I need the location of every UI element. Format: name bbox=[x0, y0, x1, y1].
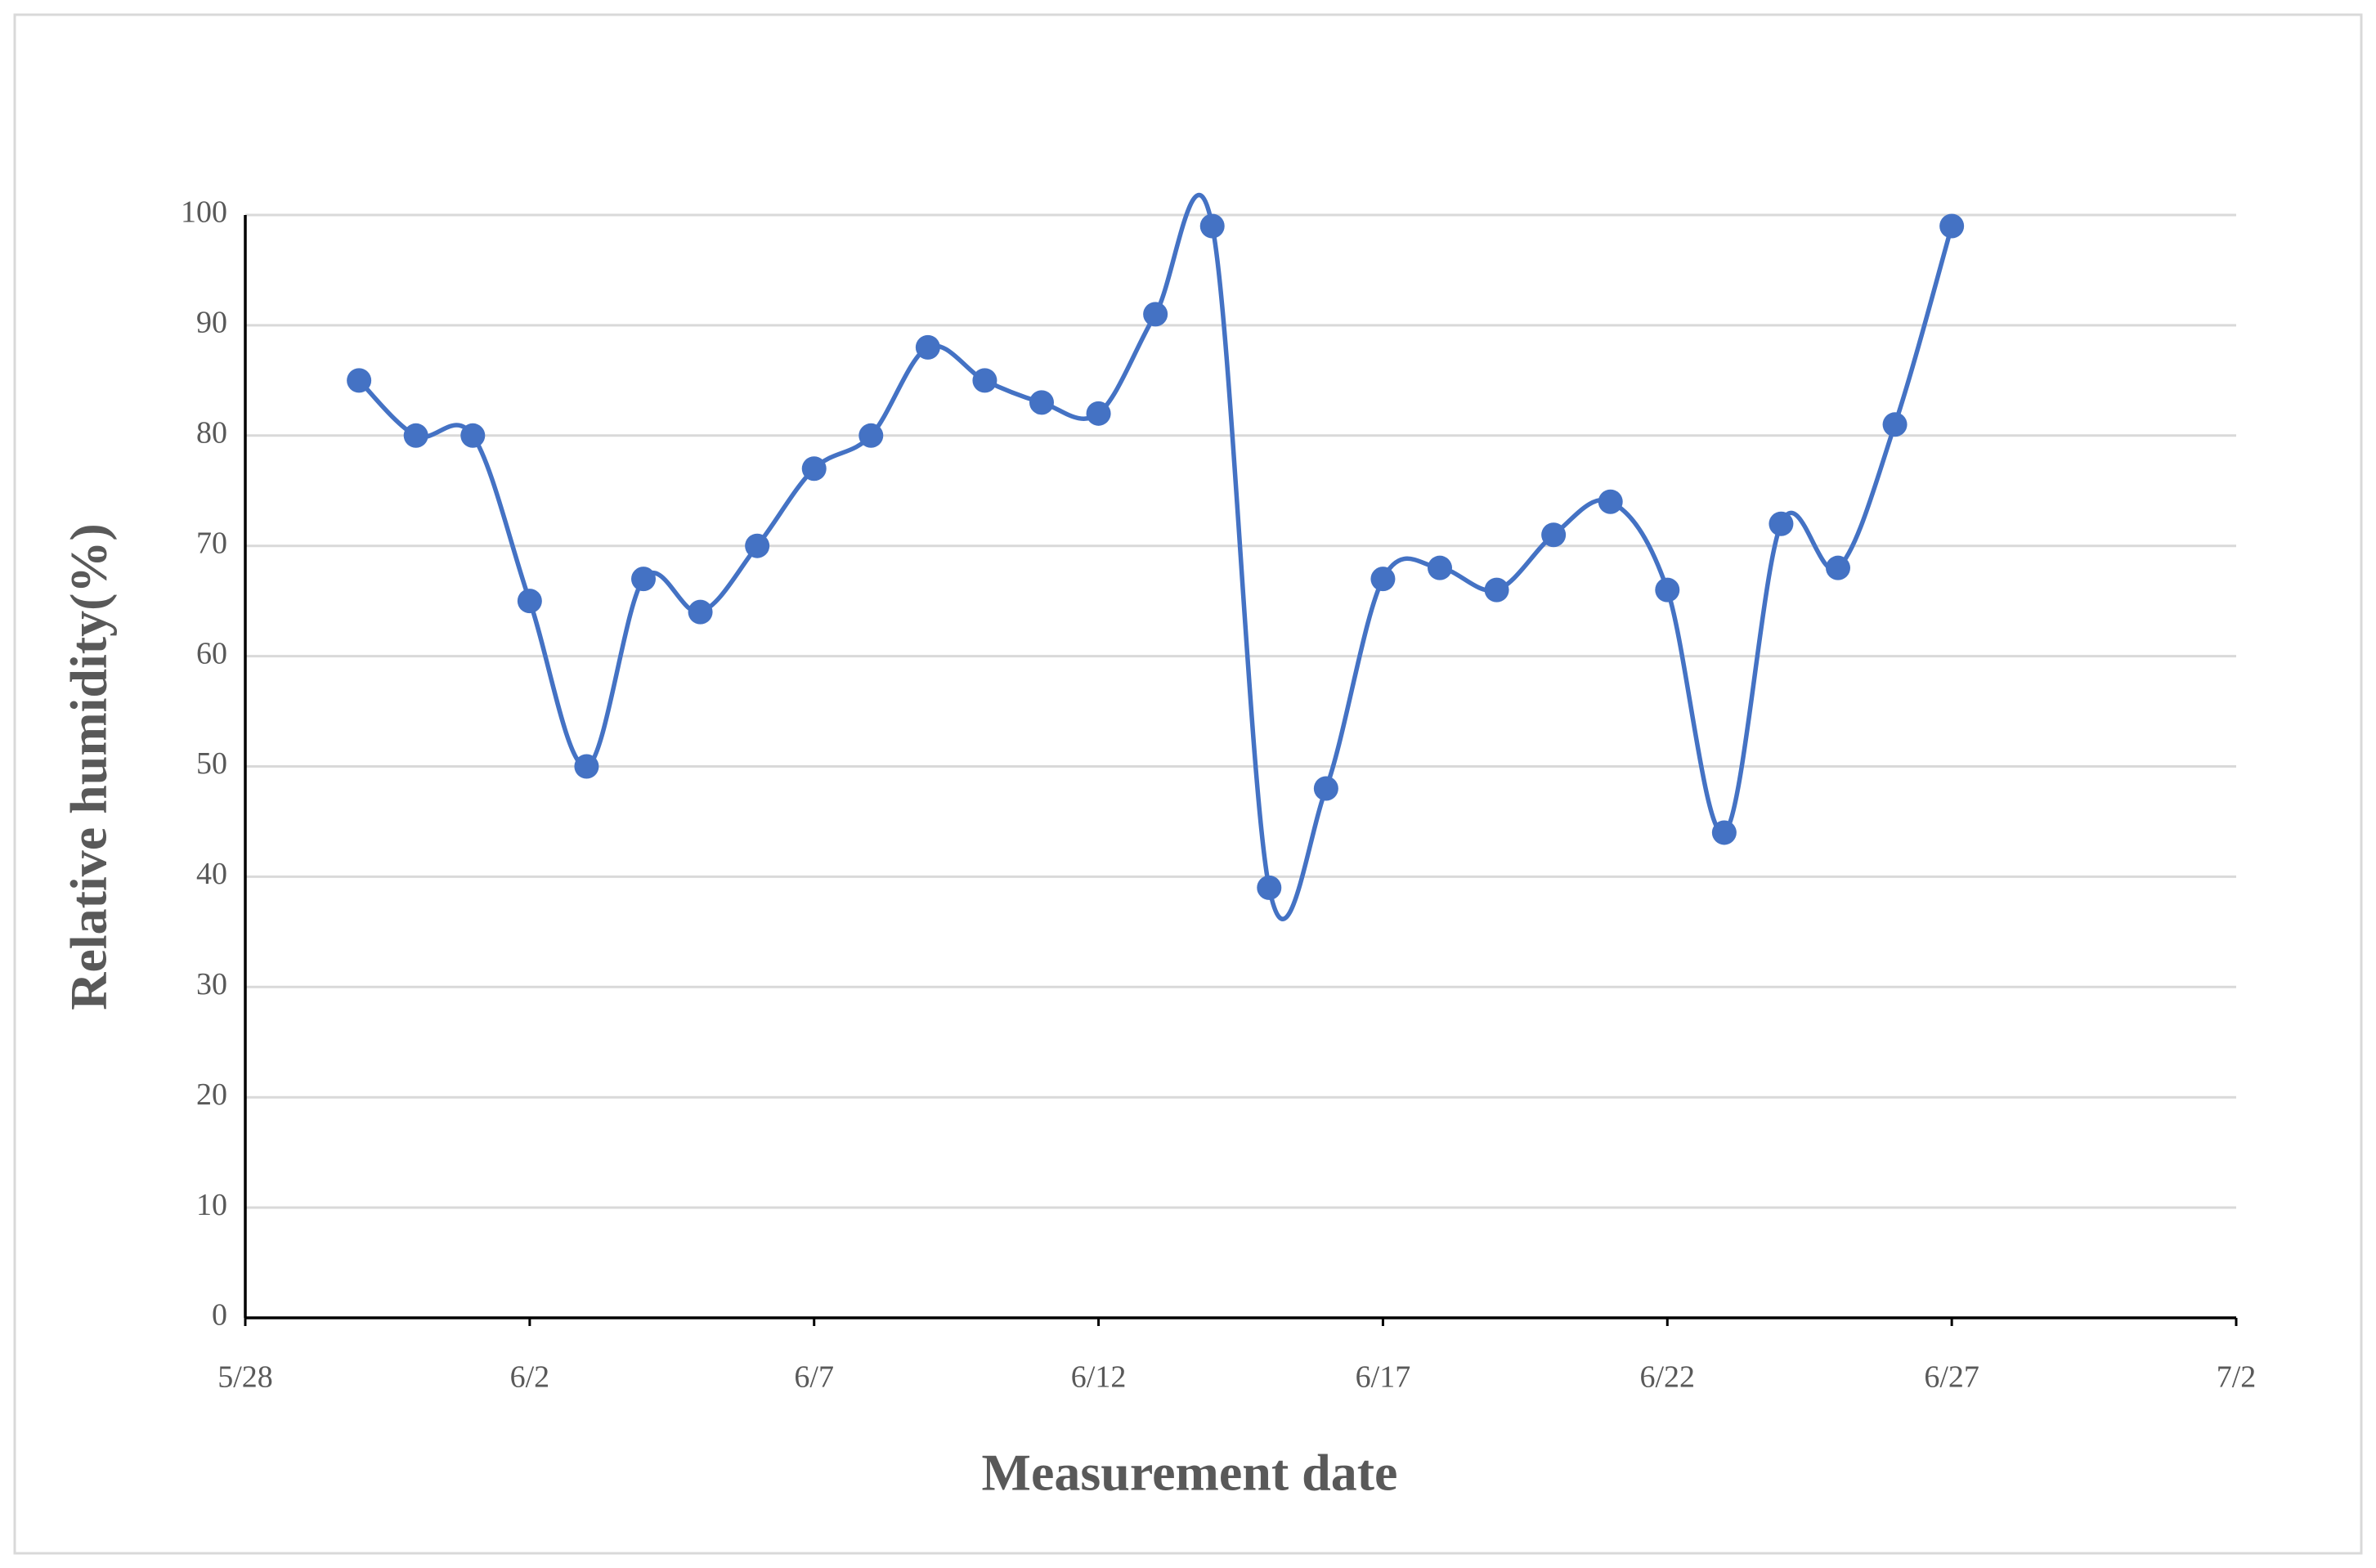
marker bbox=[1541, 522, 1567, 548]
marker bbox=[460, 423, 486, 448]
x-tick-label: 6/7 bbox=[794, 1360, 834, 1395]
y-tick-label: 0 bbox=[212, 1298, 227, 1333]
marker bbox=[1484, 577, 1509, 603]
y-tick-label: 40 bbox=[196, 857, 227, 891]
marker bbox=[1826, 555, 1850, 580]
marker bbox=[517, 589, 542, 614]
marker bbox=[1882, 412, 1908, 437]
marker bbox=[1313, 776, 1338, 801]
y-tick-label: 80 bbox=[196, 416, 227, 450]
marker bbox=[688, 599, 713, 625]
marker bbox=[403, 423, 428, 448]
marker bbox=[574, 754, 599, 779]
marker bbox=[1086, 401, 1111, 426]
x-tick-label: 6/2 bbox=[510, 1360, 550, 1395]
marker bbox=[631, 567, 656, 592]
y-tick-label: 20 bbox=[196, 1077, 227, 1112]
marker bbox=[1199, 213, 1225, 239]
y-tick-label: 60 bbox=[196, 636, 227, 670]
marker bbox=[1143, 302, 1168, 327]
chart-border bbox=[13, 13, 2363, 1555]
x-tick-label: 5/28 bbox=[217, 1360, 273, 1395]
x-tick-label: 6/17 bbox=[1356, 1360, 1411, 1395]
marker bbox=[915, 334, 940, 360]
marker bbox=[1428, 555, 1452, 580]
marker bbox=[745, 533, 770, 558]
marker bbox=[1939, 213, 1965, 239]
marker bbox=[1029, 390, 1054, 415]
marker bbox=[1655, 577, 1680, 603]
y-tick-label: 30 bbox=[196, 967, 227, 1001]
marker bbox=[1769, 511, 1794, 536]
marker bbox=[1598, 489, 1623, 514]
marker bbox=[347, 368, 372, 393]
x-tick-label: 7/2 bbox=[2217, 1360, 2257, 1395]
y-tick-label: 90 bbox=[196, 306, 227, 340]
y-tick-label: 50 bbox=[196, 746, 227, 781]
x-axis-title: Measurement date bbox=[982, 1444, 1398, 1502]
x-tick-label: 6/22 bbox=[1640, 1360, 1696, 1395]
y-tick-label: 70 bbox=[196, 526, 227, 560]
x-tick-label: 6/27 bbox=[1924, 1360, 1979, 1395]
y-tick-label: 100 bbox=[181, 195, 227, 230]
marker bbox=[858, 423, 884, 448]
marker bbox=[1711, 820, 1737, 845]
x-tick-label: 6/12 bbox=[1071, 1360, 1127, 1395]
marker bbox=[1257, 875, 1282, 900]
marker bbox=[972, 368, 997, 393]
marker bbox=[1370, 567, 1396, 592]
y-axis-title: Relative humidity(%) bbox=[60, 523, 118, 1010]
y-tick-label: 10 bbox=[196, 1188, 227, 1222]
marker bbox=[801, 456, 827, 482]
